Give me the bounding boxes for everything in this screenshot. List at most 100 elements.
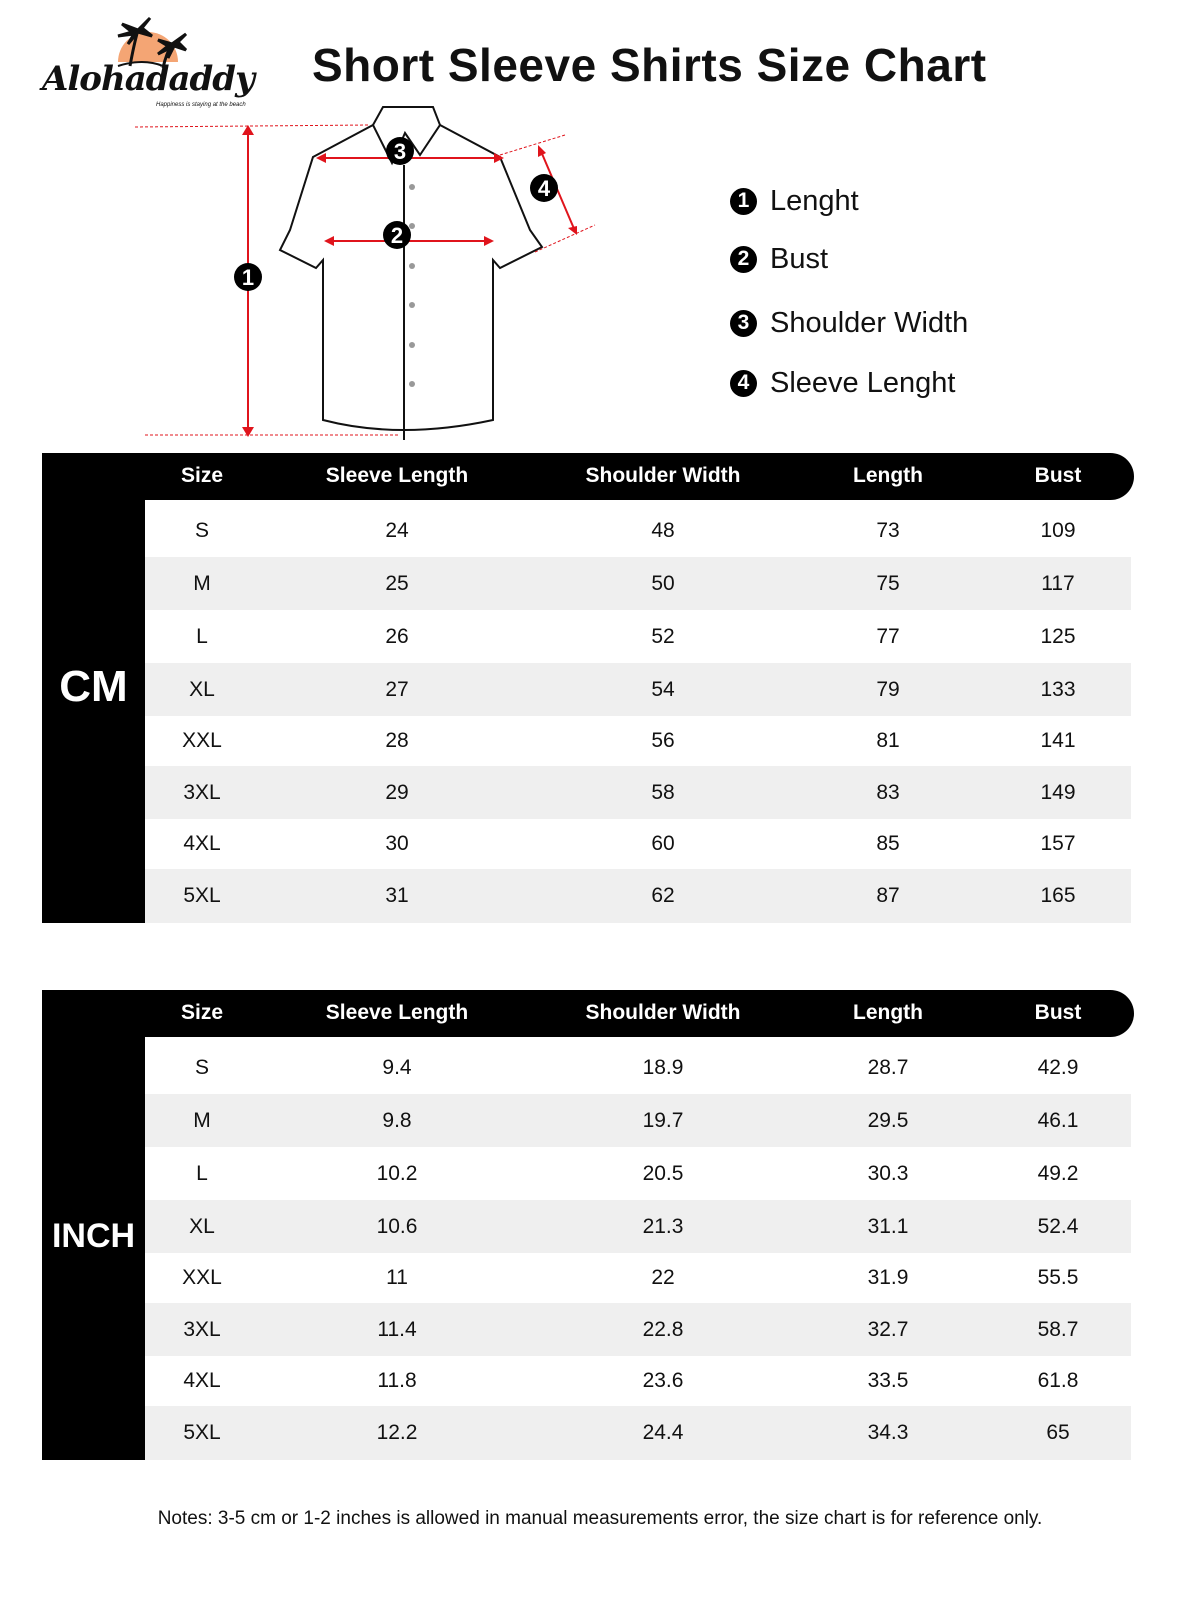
size-table-cm: CM Size Sleeve Length Shoulder Width Length B… (42, 453, 1134, 923)
column-header: Size (180, 1001, 224, 1024)
marker-1 (234, 263, 262, 291)
table-cell: 54 (651, 677, 675, 701)
legend-label: Bust (770, 243, 829, 275)
table-row: 5XL 31 62 87 165 (145, 869, 1131, 923)
size-table-inch: INCH Size Sleeve Length Shoulder Width Lengt… (42, 990, 1134, 1460)
table-row: 3XL 11.4 22.8 32.7 58.7 (145, 1303, 1131, 1356)
table-cell: 25 (385, 571, 409, 595)
table-cell: 109 (1040, 519, 1076, 542)
table-cell: 11.8 (377, 1369, 417, 1392)
column-header: Shoulder Width (585, 464, 741, 487)
table-row: XL 10.6 21.3 31.1 52.4 (145, 1200, 1131, 1253)
table-cell: 125 (1040, 624, 1076, 648)
table-row: 3XL 29 58 83 149 (145, 766, 1131, 819)
table-cell: 60 (651, 832, 675, 855)
table-cell: XL (189, 1214, 215, 1238)
table-cell: 157 (1040, 832, 1076, 855)
unit-label: INCH (51, 1217, 136, 1255)
table-cell: 50 (651, 571, 675, 595)
column-header: Shoulder Width (585, 1001, 741, 1024)
column-header: Sleeve Length (325, 1001, 469, 1024)
table-cell: 11.4 (377, 1317, 417, 1341)
table-cell: 9.4 (382, 1056, 412, 1079)
table-cell: 5XL (183, 1421, 221, 1444)
table-row: S 9.4 18.9 28.7 42.9 (145, 1042, 1131, 1094)
table-cell: 3XL (183, 780, 221, 804)
table-cell: 21.3 (642, 1214, 684, 1238)
table-header (42, 990, 1134, 1037)
table-row: 4XL 30 60 85 157 (145, 819, 1131, 869)
marker-3-label: 3 (394, 139, 406, 164)
marker-2-label: 2 (391, 223, 403, 248)
table-row: M 9.8 19.7 29.5 46.1 (145, 1094, 1131, 1147)
table-cell: 87 (876, 884, 900, 907)
table-row: 4XL 11.8 23.6 33.5 61.8 (145, 1356, 1131, 1406)
table-cell: 5XL (183, 884, 221, 907)
table-cell: 29.5 (867, 1108, 909, 1132)
number-badge: 3 (730, 309, 757, 337)
button-icons (409, 184, 415, 387)
table-cell: XL (189, 677, 215, 701)
column-header: Length (853, 1001, 923, 1024)
column-header: Bust (1034, 464, 1082, 487)
table-cell: 117 (1041, 571, 1075, 595)
table-cell: 61.8 (1037, 1369, 1079, 1392)
table-cell: 31 (385, 884, 409, 907)
notes: Notes: 3-5 cm or 1-2 inches is allowed i… (157, 1508, 1043, 1529)
table-header (42, 453, 1134, 500)
table-cell: 52.4 (1037, 1214, 1079, 1238)
table-cell: 3XL (183, 1317, 221, 1341)
table-row: XXL 28 56 81 141 (145, 716, 1131, 766)
table-cell: 48 (651, 519, 675, 542)
table-cell: 79 (876, 677, 900, 701)
brand-tagline: Happiness is staying at the beach (156, 102, 246, 108)
table-cell: XXL (182, 1266, 222, 1289)
table-cell: 73 (876, 519, 900, 542)
table-cell: 19.7 (642, 1108, 684, 1132)
table-cell: 46.1 (1037, 1108, 1079, 1132)
table-cell: 24.4 (642, 1421, 684, 1444)
table-cell: 10.6 (376, 1214, 418, 1238)
table-cell: 27 (385, 677, 409, 701)
table-cell: 24 (385, 519, 409, 542)
table-row: L 26 52 77 125 (145, 610, 1131, 663)
number-badge: 1 (730, 187, 757, 215)
table-cell: 75 (876, 571, 900, 595)
unit-column (42, 990, 145, 1460)
table-cell: 56 (651, 729, 675, 752)
marker-4 (530, 174, 558, 202)
table-cell: 26 (385, 624, 409, 648)
table-cell: 33.5 (867, 1369, 909, 1392)
table-cell: 52 (651, 624, 675, 648)
number-badge: 2 (730, 245, 757, 273)
table-cell: M (193, 1108, 211, 1132)
column-header: Bust (1034, 1001, 1082, 1024)
table-cell: 31.1 (867, 1214, 909, 1238)
table-cell: 4XL (183, 1369, 221, 1392)
table-cell: 65 (1046, 1421, 1070, 1444)
legend-item-shoulder: 3 Shoulder Width (730, 306, 968, 340)
table-row: M 25 50 75 117 (145, 557, 1131, 610)
brand-name: Alohadaddy (42, 59, 255, 99)
table-row: XL 27 54 79 133 (145, 663, 1131, 716)
table-cell: S (194, 1056, 210, 1079)
table-cell: 58.7 (1037, 1317, 1079, 1341)
table-cell: XXL (182, 729, 222, 752)
table-cell: 30 (385, 832, 409, 855)
table-cell: 77 (876, 624, 900, 648)
table-cell: 85 (876, 832, 900, 855)
table-cell: L (196, 1161, 208, 1185)
marker-1-label: 1 (242, 265, 254, 290)
table-cell: 23.6 (642, 1369, 684, 1392)
table-cell: 22.8 (642, 1317, 684, 1341)
table-cell: 29 (385, 780, 409, 804)
table-cell: M (193, 571, 211, 595)
table-cell: 149 (1040, 780, 1076, 804)
marker-4-label: 4 (538, 176, 551, 201)
table-row: L 10.2 20.5 30.3 49.2 (145, 1147, 1131, 1200)
table-cell: 55.5 (1037, 1266, 1079, 1289)
table-cell: 22 (651, 1266, 675, 1289)
legend-label: Lenght (770, 185, 859, 217)
column-header: Sleeve Length (325, 464, 469, 487)
table-cell: 165 (1040, 884, 1076, 907)
